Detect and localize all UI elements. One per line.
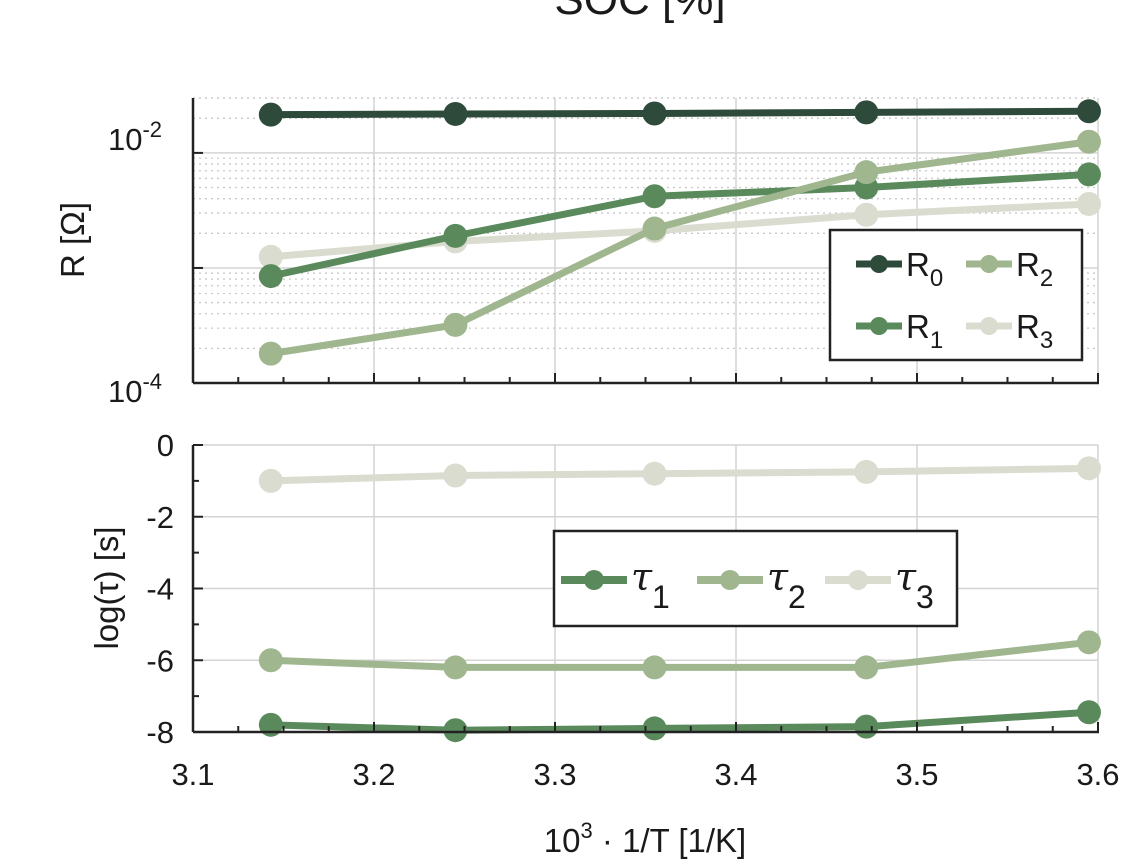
legend-entry-tau3: τ3 <box>825 555 934 615</box>
x-tick-label: 3.6 <box>1076 757 1119 792</box>
legend-entry-tau1: τ1 <box>561 555 670 615</box>
point-R0 <box>854 100 879 125</box>
resistance-series <box>258 99 1101 366</box>
legend-marker-R3 <box>980 317 998 335</box>
legend-marker-R0 <box>870 255 888 273</box>
legend-entry-R1: R1 <box>856 308 943 354</box>
x-axis-label: 103 · 1/T [1/K] <box>544 818 746 859</box>
resistance-y-tick-labels: 10-2 10-4 <box>108 117 162 409</box>
point-R3 <box>1076 191 1101 216</box>
legend-entry-tau2: τ2 <box>697 555 806 615</box>
point-tau3 <box>642 461 667 486</box>
point-R3 <box>258 244 283 269</box>
legend-label-R1: R1 <box>906 308 943 354</box>
x-tick-label: 3.4 <box>714 757 757 792</box>
point-R1 <box>443 223 468 248</box>
point-R1 <box>642 184 667 209</box>
y-tick-label-1e-4: 10-4 <box>108 369 162 409</box>
point-tau2 <box>1076 630 1101 655</box>
resistance-legend-box <box>828 228 1084 362</box>
line-R0 <box>270 107 1089 119</box>
legend-label-R3: R3 <box>1016 308 1053 354</box>
legend-marker-R1 <box>870 317 888 335</box>
y-tick-label-1e-2: 10-2 <box>108 117 162 157</box>
point-tau2 <box>258 648 283 673</box>
x-tick-label: 3.3 <box>533 757 576 792</box>
point-R2 <box>1076 129 1101 154</box>
point-R0 <box>443 101 468 126</box>
point-tau3 <box>443 463 468 488</box>
legend-entry-R0: R0 <box>856 246 943 292</box>
point-tau3 <box>854 459 879 484</box>
x-tick-label: 3.2 <box>352 757 395 792</box>
legend-label-tau3: τ3 <box>895 555 934 615</box>
y-tick-label: -2 <box>146 500 174 535</box>
legend-marker-tau3 <box>848 570 868 590</box>
time-constant-panel: 0-2-4-6-8 3.1 3.2 3.3 3.4 3.5 3.6 log(τ) [s] … <box>88 428 1120 859</box>
point-R2 <box>854 160 879 185</box>
legend-entry-R2: R2 <box>966 246 1053 292</box>
y-tick-label: -6 <box>146 643 174 678</box>
legend-marker-tau1 <box>584 570 604 590</box>
point-tau1 <box>443 718 468 743</box>
x-tick-label: 3.1 <box>171 757 214 792</box>
point-tau2 <box>854 655 879 680</box>
legend-label-R0: R0 <box>906 246 943 292</box>
legend-label-R2: R2 <box>1016 246 1053 292</box>
point-R0 <box>642 101 667 126</box>
point-R2 <box>642 216 667 241</box>
point-tau3 <box>258 468 283 493</box>
legend-marker-R2 <box>980 255 998 273</box>
series-R0 <box>258 99 1101 127</box>
y-tick-label: 0 <box>157 428 174 463</box>
x-tick-label: 3.5 <box>895 757 938 792</box>
point-tau1 <box>854 714 879 739</box>
point-tau1 <box>642 716 667 741</box>
series-tau3 <box>258 456 1101 493</box>
x-tick-labels: 3.1 3.2 3.3 3.4 3.5 3.6 <box>171 757 1119 792</box>
point-R0 <box>258 102 283 127</box>
time-constant-axes <box>191 444 1099 734</box>
point-R1 <box>258 264 283 289</box>
point-tau1 <box>1076 700 1101 725</box>
series-R2 <box>258 129 1101 366</box>
resistance-panel: 10-2 10-4 R [Ω] R0 R2 <box>54 97 1101 409</box>
time-constant-legend: τ1 τ2 τ3 <box>552 529 959 628</box>
time-constant-y-tick-labels: 0 -2 -4 -6 -8 <box>146 428 174 750</box>
point-R1 <box>1076 162 1101 187</box>
series-tau2 <box>258 630 1101 680</box>
legend-entry-R3: R3 <box>966 308 1053 354</box>
resistance-axes <box>191 98 1099 385</box>
point-tau3 <box>1076 456 1101 481</box>
point-tau2 <box>642 655 667 680</box>
time-constant-y-axis-label: log(τ) [s] <box>88 526 125 649</box>
top-title-fragment: SOC [%] <box>554 0 725 24</box>
y-tick-label: -8 <box>146 715 174 750</box>
resistance-y-axis-label: R [Ω] <box>54 202 91 278</box>
point-tau2 <box>443 655 468 680</box>
point-R2 <box>443 312 468 337</box>
point-R0 <box>1076 99 1101 124</box>
resistance-legend: R0 R2 R1 R3 <box>828 228 1084 362</box>
point-R2 <box>258 341 283 366</box>
legend-marker-tau2 <box>720 570 740 590</box>
y-tick-label: -4 <box>146 572 174 607</box>
point-R3 <box>854 202 879 227</box>
legend-label-tau1: τ1 <box>631 555 670 615</box>
legend-label-tau2: τ2 <box>767 555 806 615</box>
